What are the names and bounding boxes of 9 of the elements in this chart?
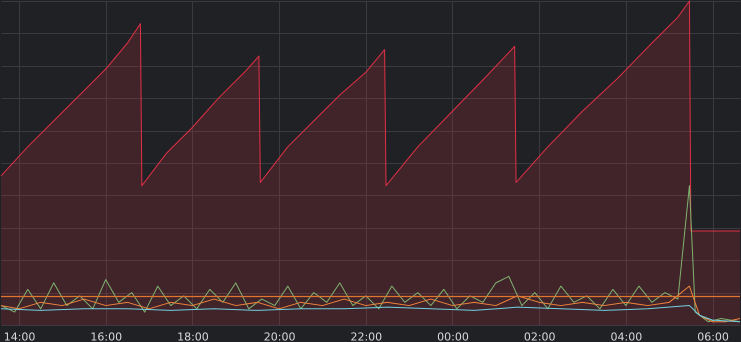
x-tick-label: 16:00 (90, 330, 122, 342)
x-tick-label: 00:00 (437, 330, 469, 342)
x-tick-label: 20:00 (264, 330, 296, 342)
x-tick-label: 04:00 (610, 330, 642, 342)
x-tick-label: 18:00 (177, 330, 209, 342)
x-tick-label: 06:00 (697, 330, 729, 342)
x-tick-label: 02:00 (524, 330, 556, 342)
x-tick-label: 14:00 (4, 330, 36, 342)
x-tick-label: 22:00 (350, 330, 382, 342)
